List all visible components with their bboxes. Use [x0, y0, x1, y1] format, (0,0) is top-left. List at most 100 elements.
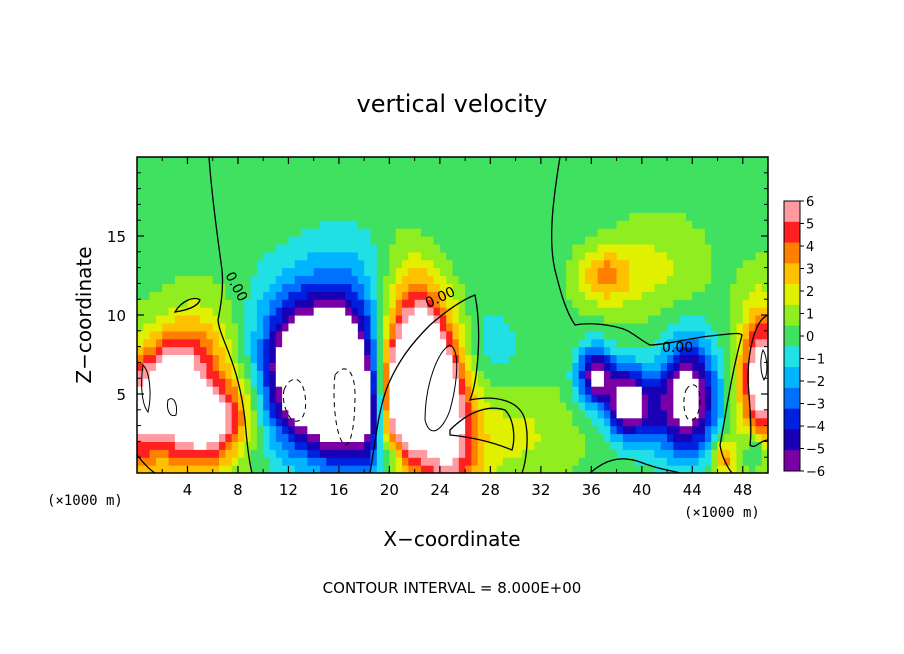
field-cell	[685, 370, 693, 379]
field-cell	[635, 346, 643, 356]
field-cell	[736, 386, 744, 395]
field-cell	[288, 417, 296, 427]
field-cell	[402, 338, 409, 348]
field-cell	[635, 417, 643, 427]
field-cell	[427, 354, 435, 363]
field-cell	[711, 172, 719, 182]
field-cell	[559, 220, 567, 229]
field-cell	[143, 409, 151, 419]
field-cell	[559, 251, 567, 261]
field-cell	[326, 338, 334, 348]
field-cell	[225, 425, 233, 435]
field-cell	[294, 409, 302, 419]
field-cell	[187, 307, 195, 316]
field-cell	[294, 291, 302, 300]
field-cell	[679, 338, 687, 348]
field-cell	[629, 291, 637, 300]
field-cell	[181, 457, 189, 466]
field-cell	[225, 378, 233, 387]
field-cell	[749, 441, 756, 450]
pos-contour-a	[424, 344, 458, 432]
field-cell	[736, 283, 744, 292]
field-cell	[755, 417, 763, 427]
field-cell	[351, 299, 359, 308]
field-cell	[553, 338, 561, 348]
field-cell	[484, 315, 491, 324]
field-cell	[490, 236, 498, 245]
field-cell	[534, 338, 542, 348]
field-cell	[275, 196, 283, 205]
field-cell	[660, 362, 668, 371]
field-cell	[465, 275, 473, 284]
field-cell	[427, 338, 435, 348]
field-cell	[206, 307, 214, 316]
field-cell	[162, 157, 170, 166]
field-cell	[408, 243, 416, 253]
field-cell	[717, 157, 725, 166]
field-cell	[294, 283, 302, 292]
field-cell	[181, 346, 189, 356]
field-cell	[433, 338, 441, 348]
field-cell	[458, 457, 466, 466]
field-cell	[345, 322, 353, 332]
field-cell	[660, 370, 668, 379]
field-cell	[723, 267, 731, 277]
field-cell	[244, 275, 252, 284]
field-cell	[414, 378, 422, 387]
field-cell	[338, 251, 346, 261]
field-cell	[357, 307, 365, 316]
field-cell	[660, 196, 668, 205]
field-cell	[521, 172, 529, 182]
field-cell	[730, 228, 738, 237]
field-cell	[370, 220, 378, 229]
field-cell	[446, 338, 454, 348]
field-cell	[168, 394, 176, 403]
field-cell	[275, 362, 283, 371]
field-cell	[402, 212, 409, 221]
field-cell	[383, 180, 390, 190]
field-cell	[654, 457, 662, 466]
field-cell	[452, 243, 460, 253]
field-cell	[376, 267, 384, 277]
field-cell	[528, 172, 536, 182]
field-cell	[749, 386, 756, 395]
field-cell	[629, 386, 637, 395]
field-cell	[174, 425, 182, 435]
field-cell	[231, 299, 239, 308]
field-cell	[250, 370, 258, 379]
field-cell	[155, 338, 163, 348]
field-cell	[326, 370, 334, 379]
field-cell	[673, 291, 681, 300]
field-cell	[553, 291, 561, 300]
field-cell	[263, 157, 271, 166]
field-cell	[338, 441, 346, 450]
field-cell	[755, 299, 763, 308]
field-cell	[332, 378, 340, 387]
field-cell	[528, 259, 536, 269]
field-cell	[578, 409, 586, 419]
field-cell	[263, 188, 271, 198]
field-cell	[155, 236, 163, 245]
field-cell	[307, 275, 315, 284]
field-cell	[585, 315, 592, 324]
field-cell	[704, 322, 712, 332]
field-cell	[591, 417, 599, 427]
field-cell	[667, 394, 674, 403]
field-cell	[496, 220, 504, 229]
field-cell	[679, 188, 687, 198]
field-cell	[351, 401, 359, 411]
field-cell	[458, 441, 466, 450]
field-cell	[168, 164, 176, 174]
field-cell	[629, 180, 637, 190]
field-cell	[294, 275, 302, 284]
field-cell	[641, 386, 649, 395]
field-cell	[275, 307, 283, 316]
field-cell	[313, 417, 321, 427]
field-cell	[225, 433, 233, 442]
field-cell	[143, 322, 151, 332]
field-cell	[288, 362, 296, 371]
field-cell	[711, 394, 719, 403]
field-cell	[635, 330, 643, 340]
field-cell	[231, 441, 239, 450]
field-cell	[490, 330, 498, 340]
